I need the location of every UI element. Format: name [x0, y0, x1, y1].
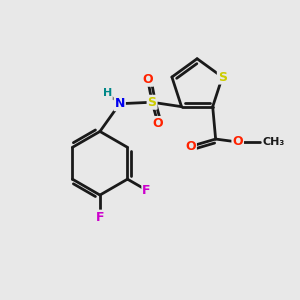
Text: S: S — [148, 96, 157, 109]
Text: F: F — [142, 184, 151, 197]
Text: O: O — [142, 73, 153, 86]
Text: O: O — [153, 117, 163, 130]
Text: S: S — [218, 70, 227, 83]
Text: O: O — [185, 140, 196, 153]
Text: CH₃: CH₃ — [263, 137, 285, 147]
Text: O: O — [232, 136, 243, 148]
Text: H: H — [103, 88, 112, 98]
Text: F: F — [96, 211, 104, 224]
Text: N: N — [115, 97, 125, 110]
